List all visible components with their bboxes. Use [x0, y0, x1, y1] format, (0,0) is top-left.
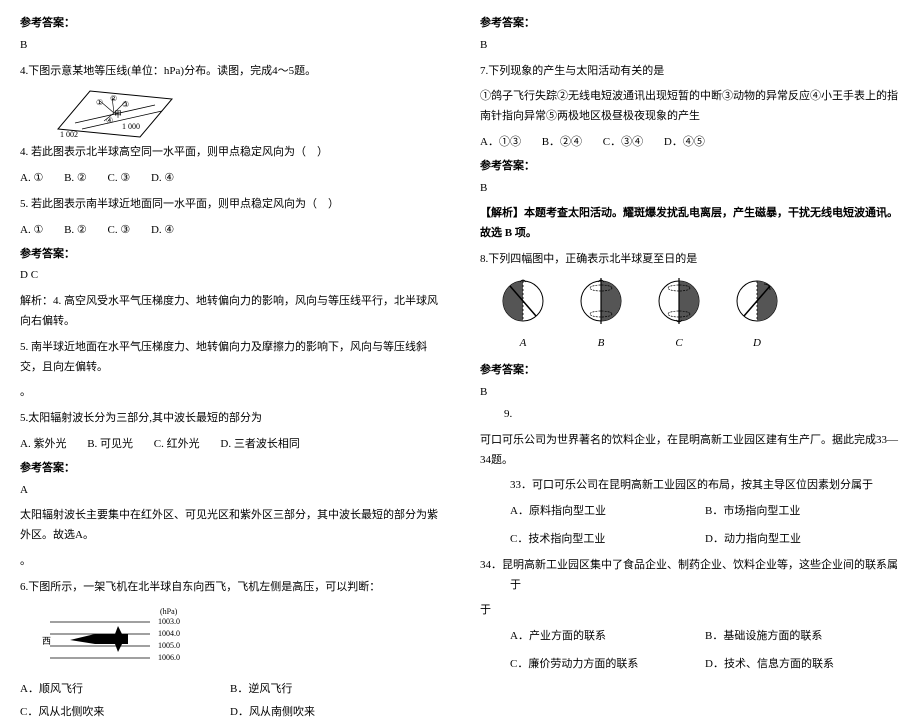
globe-c: C: [656, 334, 702, 354]
explain5: 5. 南半球近地面在水平气压梯度力、地转偏向力及摩擦力的影响下，风向与等压线斜交…: [20, 338, 440, 378]
q9-intro: 可口可乐公司为世界著名的饮料企业，在昆明高新工业园区建有生产厂。据此完成33—3…: [480, 431, 900, 471]
svg-text:1003.0: 1003.0: [158, 617, 180, 626]
q34-yu: 于: [480, 601, 900, 621]
q4-d: D. ④: [151, 172, 174, 184]
period2: 。: [20, 552, 440, 572]
svg-text:(hPa): (hPa): [160, 607, 178, 616]
q34-d: D．技术、信息方面的联系: [705, 655, 900, 675]
svg-text:1004.0: 1004.0: [158, 629, 180, 638]
answer-label-r2: 参考答案：: [480, 157, 900, 177]
answer-label: 参考答案：: [20, 14, 440, 34]
q4-b: B. ②: [64, 172, 87, 184]
q6-a: A．顺风飞行: [20, 680, 212, 700]
q5b-a: A. 紫外光: [20, 438, 66, 450]
svg-text:1005.0: 1005.0: [158, 641, 180, 650]
q7-c: C．③④: [603, 136, 643, 148]
q34-b: B．基础设施方面的联系: [705, 627, 900, 647]
q5-c: C. ③: [108, 224, 131, 236]
explain5b: 太阳辐射波长主要集中在红外区、可见光区和紫外区三部分，其中波长最短的部分为紫外区…: [20, 506, 440, 546]
q6-c: C．风从北侧吹来: [20, 703, 212, 723]
right-column: 参考答案： B 7.下列现象的产生与太阳活动有关的是 ①鸽子飞行失踪②无线电短波…: [460, 0, 920, 651]
globe-d: D: [734, 334, 780, 354]
q9-num: 9.: [504, 405, 900, 425]
explain7: 【解析】本题考查太阳活动。耀斑爆发扰乱电离层，产生磁暴，干扰无线电短波通讯。故选…: [480, 204, 900, 244]
q5-options: A. ① B. ② C. ③ D. ④: [20, 221, 440, 241]
answer-label-3: 参考答案：: [20, 459, 440, 479]
q4-options: A. ① B. ② C. ③ D. ④: [20, 169, 440, 189]
answer-label-r1: 参考答案：: [480, 14, 900, 34]
answer-a: A: [20, 481, 440, 501]
q5-a: A. ①: [20, 224, 43, 236]
explain4: 解析：4. 高空风受水平气压梯度力、地转偏向力的影响，风向与等压线平行，北半球风…: [20, 292, 440, 332]
q4-text: 4. 若此图表示北半球高空同一水平面，则甲点稳定风向为（ ）: [20, 143, 440, 163]
q5-d: D. ④: [151, 224, 174, 236]
q5b-b: B. 可见光: [87, 438, 133, 450]
answer-label-r3: 参考答案：: [480, 361, 900, 381]
svg-text:1006.0: 1006.0: [158, 653, 180, 662]
isobar-1000: 1 000: [122, 122, 140, 131]
q5-b: B. ②: [64, 224, 87, 236]
q5b-text: 5.太阳辐射波长分为三部分,其中波长最短的部分为: [20, 409, 440, 429]
q6-d: D．风从南侧吹来: [230, 703, 422, 723]
q4-c: C. ③: [108, 172, 131, 184]
globe-a: A: [500, 334, 546, 354]
svg-text:甲: 甲: [114, 110, 122, 119]
q7-d: D．④⑤: [664, 136, 705, 148]
q4-a: A. ①: [20, 172, 43, 184]
q34-c: C．廉价劳动力方面的联系: [510, 655, 705, 675]
q34-a: A．产业方面的联系: [510, 627, 705, 647]
answer-dc: D C: [20, 266, 440, 286]
q5b-d: D. 三者波长相同: [220, 438, 299, 450]
q33-a: A．原料指向型工业: [510, 502, 705, 522]
q6-b: B．逆风飞行: [230, 680, 422, 700]
q5-text: 5. 若此图表示南半球近地面同一水平面，则甲点稳定风向为（ ）: [20, 195, 440, 215]
left-column: 参考答案： B 4.下图示意某地等压线(单位：hPa)分布。读图，完成4～5题。…: [0, 0, 460, 651]
isobar-1002: 1 002: [60, 130, 78, 139]
answer-b-r2: B: [480, 179, 900, 199]
q33-text: 33．可口可乐公司在昆明高新工业园区的布局，按其主导区位因素划分属于: [510, 476, 900, 496]
q33-d: D．动力指向型工业: [705, 530, 900, 550]
q33-b: B．市场指向型工业: [705, 502, 900, 522]
q7-items: ①鸽子飞行失踪②无线电短波通讯出现短暂的中断③动物的异常反应④小王手表上的指南针…: [480, 87, 900, 127]
period: 。: [20, 383, 440, 403]
q6-text: 6.下图所示，一架飞机在北半球自东向西飞，飞机左侧是高压，可以判断：: [20, 578, 440, 598]
isobar-figure: 1 002 1 000 ② ① ③ 甲 ④: [50, 87, 150, 137]
globe-b: B: [578, 334, 624, 354]
q4-intro: 4.下图示意某地等压线(单位：hPa)分布。读图，完成4～5题。: [20, 62, 440, 82]
plane-figure: (hPa) 1003.0 1004.0 1005.0 1006.0 西: [40, 604, 210, 674]
q34-text: 34．昆明高新工业园区集中了食品企业、制药企业、饮料企业等，这些企业间的联系属于: [510, 556, 900, 596]
answer-b: B: [20, 36, 440, 56]
q8-text: 8.下列四幅图中，正确表示北半球夏至日的是: [480, 250, 900, 270]
answer-b-r1: B: [480, 36, 900, 56]
q33-options: A．原料指向型工业 B．市场指向型工业 C．技术指向型工业 D．动力指向型工业: [510, 502, 900, 550]
answer-b-r3: B: [480, 383, 900, 403]
q5b-options: A. 紫外光 B. 可见光 C. 红外光 D. 三者波长相同: [20, 435, 440, 455]
q7-a: A．①③: [480, 136, 521, 148]
svg-text:西: 西: [42, 636, 51, 646]
q33-c: C．技术指向型工业: [510, 530, 705, 550]
q7-text: 7.下列现象的产生与太阳活动有关的是: [480, 62, 900, 82]
globes-figure: A B C: [500, 278, 900, 354]
answer-label-2: 参考答案：: [20, 245, 440, 265]
q5b-c: C. 红外光: [154, 438, 200, 450]
q6-options: A．顺风飞行 B．逆风飞行 C．风从北侧吹来 D．风从南侧吹来: [20, 680, 440, 723]
q7-options: A．①③ B．②④ C．③④ D．④⑤: [480, 133, 900, 153]
q7-b: B．②④: [542, 136, 582, 148]
svg-text:②: ②: [110, 94, 117, 103]
svg-text:④: ④: [106, 116, 113, 125]
